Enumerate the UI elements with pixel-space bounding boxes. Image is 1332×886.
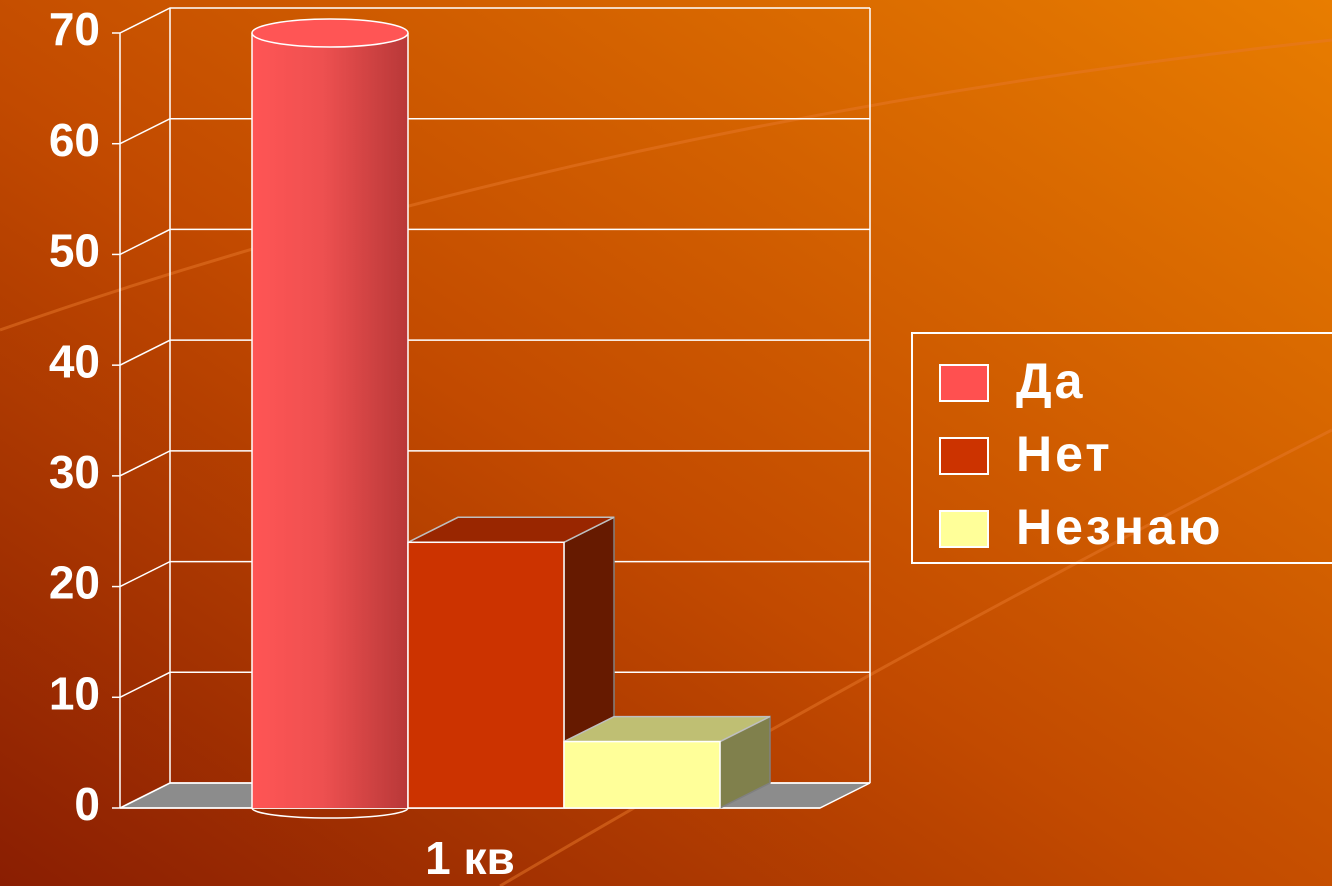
cylinder-body [252,33,408,808]
legend-label: Да [1016,353,1085,409]
bar [564,742,720,808]
y-tick-label: 40 [49,335,100,387]
legend-swatch [940,511,988,547]
x-tick-label: 1 кв [425,832,515,884]
legend-label: Нет [1016,426,1113,482]
y-tick-label: 60 [49,114,100,166]
legend-swatch [940,438,988,474]
chart: 0 10 20 30 40 50 60 70 1 кв Да Нет Незнаю [0,0,1332,886]
legend-swatch [940,365,988,401]
y-tick-label: 0 [74,778,100,830]
y-tick-label: 70 [49,3,100,55]
legend-label: Незнаю [1016,499,1223,555]
page: 0102030405060701 квДаНетНезнаю (() => { … [0,0,1332,886]
y-tick-label: 10 [49,667,100,719]
y-tick-label: 50 [49,225,100,277]
y-tick-label: 30 [49,446,100,498]
y-tick-label: 20 [49,557,100,609]
cylinder-top [252,19,408,47]
bar [408,542,564,808]
